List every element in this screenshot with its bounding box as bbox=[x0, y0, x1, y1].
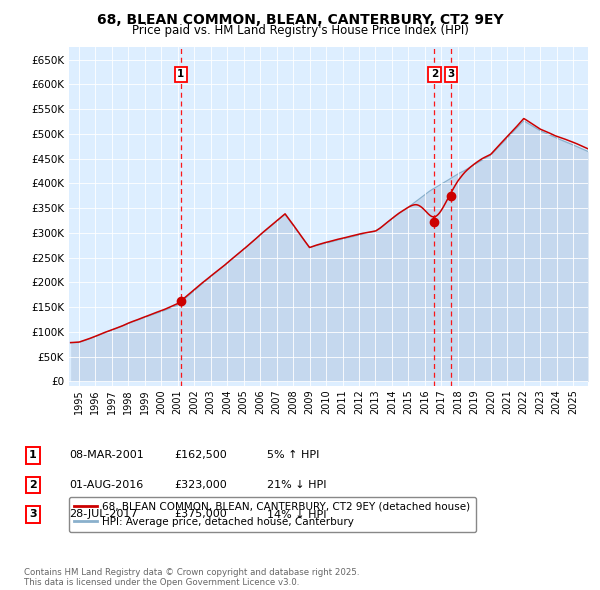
Text: Price paid vs. HM Land Registry's House Price Index (HPI): Price paid vs. HM Land Registry's House … bbox=[131, 24, 469, 37]
Text: 3: 3 bbox=[29, 510, 37, 519]
Text: 21% ↓ HPI: 21% ↓ HPI bbox=[267, 480, 326, 490]
Legend: 68, BLEAN COMMON, BLEAN, CANTERBURY, CT2 9EY (detached house), HPI: Average pric: 68, BLEAN COMMON, BLEAN, CANTERBURY, CT2… bbox=[69, 497, 476, 532]
Text: £323,000: £323,000 bbox=[174, 480, 227, 490]
Text: £375,000: £375,000 bbox=[174, 510, 227, 519]
Text: £162,500: £162,500 bbox=[174, 451, 227, 460]
Text: 28-JUL-2017: 28-JUL-2017 bbox=[69, 510, 137, 519]
Text: 14% ↓ HPI: 14% ↓ HPI bbox=[267, 510, 326, 519]
Text: 01-AUG-2016: 01-AUG-2016 bbox=[69, 480, 143, 490]
Text: 2: 2 bbox=[431, 70, 438, 80]
Text: 08-MAR-2001: 08-MAR-2001 bbox=[69, 451, 144, 460]
Text: Contains HM Land Registry data © Crown copyright and database right 2025.
This d: Contains HM Land Registry data © Crown c… bbox=[24, 568, 359, 587]
Text: 1: 1 bbox=[29, 451, 37, 460]
Text: 3: 3 bbox=[447, 70, 454, 80]
Text: 1: 1 bbox=[177, 70, 184, 80]
Text: 68, BLEAN COMMON, BLEAN, CANTERBURY, CT2 9EY: 68, BLEAN COMMON, BLEAN, CANTERBURY, CT2… bbox=[97, 13, 503, 27]
Text: 2: 2 bbox=[29, 480, 37, 490]
Text: 5% ↑ HPI: 5% ↑ HPI bbox=[267, 451, 319, 460]
